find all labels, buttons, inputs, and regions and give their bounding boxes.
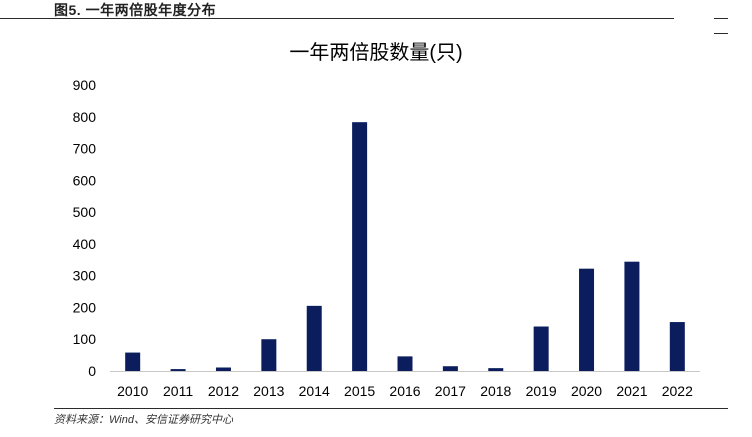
x-tick-label: 2017 — [435, 383, 466, 399]
bar-2018 — [488, 368, 504, 371]
bar-2021 — [624, 261, 640, 371]
x-tick-label: 2020 — [571, 383, 602, 399]
y-tick-label: 400 — [73, 236, 97, 252]
y-tick-label: 300 — [73, 268, 97, 284]
x-tick-label: 2016 — [389, 383, 420, 399]
x-tick-label: 2018 — [480, 383, 511, 399]
y-tick-label: 500 — [73, 204, 97, 220]
y-tick-label: 100 — [73, 331, 97, 347]
bar-2011 — [170, 369, 186, 371]
x-tick-label: 2015 — [344, 383, 375, 399]
x-tick-label: 2011 — [163, 383, 193, 399]
x-tick-label: 2012 — [208, 383, 239, 399]
y-tick-label: 200 — [73, 299, 97, 315]
x-tick-label: 2022 — [662, 383, 693, 399]
corner-mark — [714, 18, 728, 19]
bar-2014 — [306, 305, 322, 371]
x-tick-label: 2013 — [253, 383, 284, 399]
chart-title: 一年两倍股数量(只) — [289, 42, 463, 64]
figure-header: 图5. 一年两倍股年度分布 — [54, 0, 728, 18]
footer-rule — [54, 408, 728, 409]
x-axis: 2010 2011 2012 2013 2014 2015 2016 2017 2018 2019… — [110, 371, 700, 399]
y-tick-label: 800 — [73, 109, 97, 125]
x-tick-label: 2014 — [299, 383, 330, 399]
source-note: 资料来源：Wind、安信证券研究中心 — [54, 414, 233, 426]
y-tick-label: 700 — [73, 141, 97, 157]
bar-2016 — [397, 356, 413, 371]
x-tick-label: 2019 — [526, 383, 557, 399]
bar-2020 — [579, 268, 595, 371]
bar-2012 — [215, 367, 231, 371]
bar-2019 — [533, 326, 549, 371]
bar-2010 — [125, 352, 141, 371]
bar-series — [125, 122, 685, 372]
bar-2015 — [352, 122, 368, 372]
y-tick-label: 900 — [73, 77, 97, 93]
bar-2013 — [261, 339, 277, 371]
bar-2017 — [442, 366, 458, 371]
figure-label: 图5. 一年两倍股年度分布 — [54, 2, 217, 18]
y-axis: 0 100 200 300 400 500 600 700 800 900 — [73, 77, 97, 379]
y-tick-label: 0 — [88, 363, 96, 379]
bar-2022 — [669, 322, 685, 371]
top-rule — [0, 18, 674, 19]
x-tick-label: 2021 — [616, 383, 647, 399]
corner-mark — [714, 33, 728, 34]
x-tick-label: 2010 — [117, 383, 148, 399]
y-tick-label: 600 — [73, 172, 97, 188]
